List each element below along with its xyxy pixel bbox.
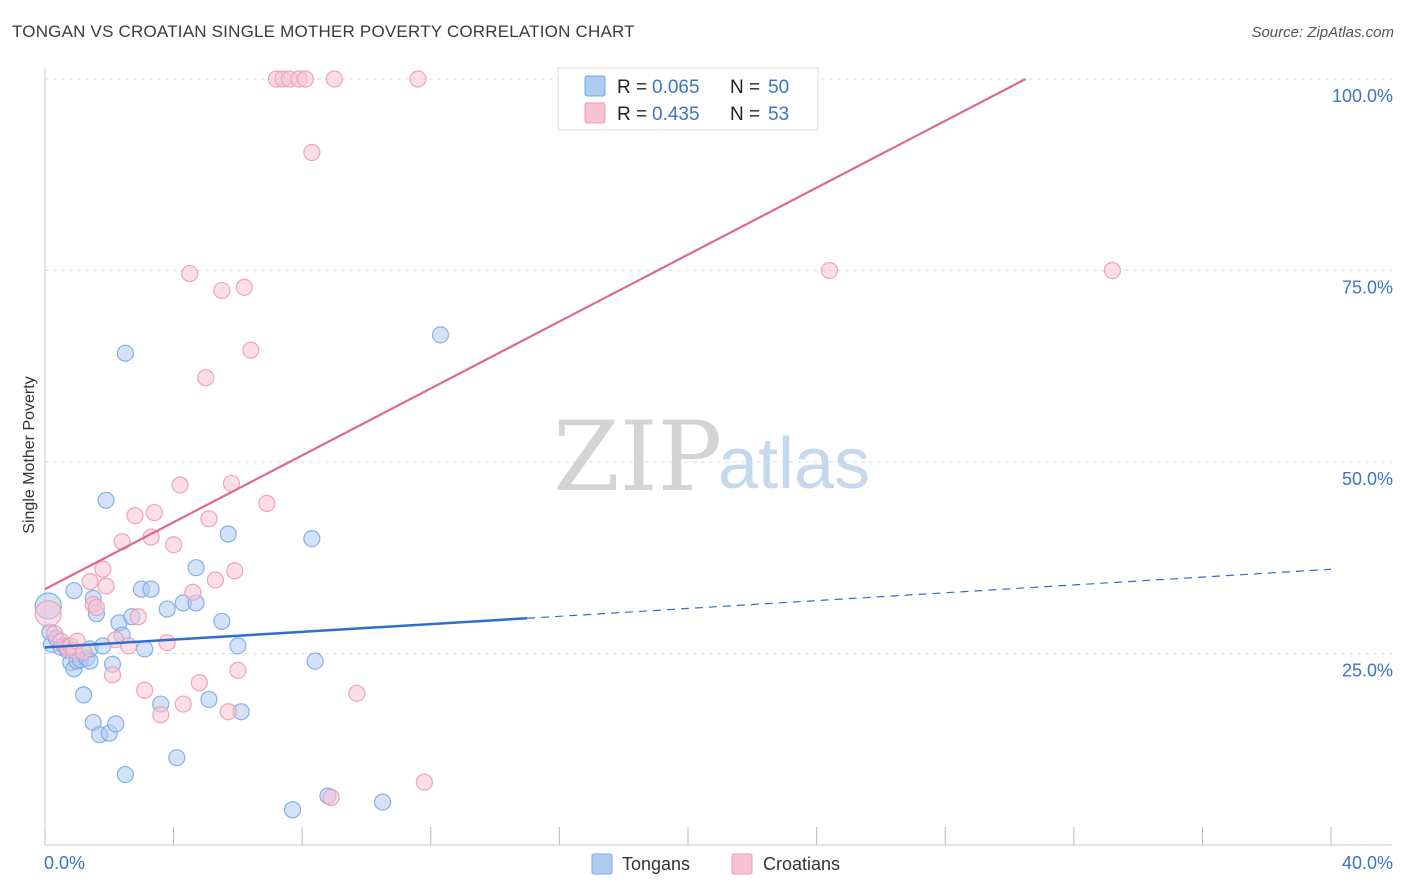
croatians-point: [34, 600, 62, 628]
croatians-point: [126, 507, 144, 525]
source-credit: Source: ZipAtlas.com: [1251, 24, 1394, 41]
tongans-trend-extension: [527, 568, 1332, 619]
croatians-trend-line: [44, 78, 1027, 591]
croatians-point: [181, 264, 199, 283]
croatians-point: [87, 598, 106, 617]
croatians-point: [229, 661, 247, 679]
tongans-point: [306, 652, 324, 670]
grid-lines: [45, 78, 1392, 654]
tongans-point: [219, 525, 237, 543]
croatians-point: [129, 608, 147, 626]
tongans-point: [373, 793, 392, 811]
legend-swatch-tongans: [584, 75, 606, 97]
legend-r-value-tongans: 0.065: [652, 77, 700, 98]
bottom-legend-tongans: Tongans: [622, 854, 690, 874]
tongans-point: [283, 801, 302, 819]
croatians-point: [119, 637, 138, 655]
croatians-point: [94, 560, 112, 578]
tongans-point: [431, 326, 450, 344]
croatians-point: [158, 634, 176, 652]
tongans-point: [229, 637, 247, 655]
croatians-point: [409, 70, 427, 88]
tongans-point: [213, 612, 231, 630]
croatians-point: [81, 572, 99, 591]
legend-r-value-croatians: 0.435: [652, 104, 700, 125]
croatians-point: [174, 695, 192, 713]
croatians-point: [213, 281, 231, 300]
y-tick-label-3: 25.0%: [1342, 661, 1393, 681]
croatians-point: [226, 562, 244, 580]
tongans-point: [168, 749, 186, 767]
tongans-point: [116, 344, 134, 362]
bottom-legend-swatch-croatians: [731, 853, 753, 875]
croatians-point: [145, 503, 163, 522]
watermark-atlas: atlas: [718, 424, 870, 504]
tongans-point: [74, 686, 93, 704]
tongans-point: [97, 491, 115, 509]
tongans-point: [303, 529, 321, 548]
watermark: ZIP atlas: [553, 401, 870, 513]
croatians-point: [322, 788, 340, 807]
tongans-point: [142, 580, 160, 598]
y-tick-label-2: 50.0%: [1342, 469, 1393, 489]
x-tick-labels: 0.0% 40.0%: [44, 853, 1393, 873]
legend-r-label-croatians: R =: [617, 104, 647, 125]
croatians-point: [190, 674, 208, 692]
tongans-point: [116, 765, 134, 784]
bottom-legend-croatians: Croatians: [763, 854, 840, 874]
croatians-point: [258, 494, 276, 512]
croatians-point: [171, 476, 189, 494]
x-tick-label-0: 0.0%: [44, 853, 85, 873]
legend-n-label-tongans: N =: [730, 77, 760, 98]
croatians-point: [184, 583, 202, 601]
croatians-point: [152, 706, 170, 724]
croatians-point: [197, 369, 215, 387]
legend-n-value-croatians: 53: [768, 104, 789, 125]
croatians-point: [165, 536, 183, 554]
croatians-point: [206, 571, 224, 589]
croatians-point: [415, 773, 433, 791]
croatians-point: [820, 261, 839, 280]
croatians-point: [348, 684, 366, 702]
trend-lines: [44, 78, 1332, 649]
tongans-point: [65, 582, 83, 600]
croatians-point: [303, 143, 321, 162]
croatians-point: [97, 577, 115, 595]
croatians-point: [242, 341, 260, 359]
tongans-point: [136, 640, 154, 658]
legend-n-label-croatians: N =: [730, 104, 760, 125]
croatians-point: [296, 70, 315, 88]
legend-n-value-tongans: 50: [768, 77, 789, 98]
legend: R = 0.065 N = 50 R = 0.435 N = 53: [557, 67, 819, 131]
croatians-point: [219, 703, 237, 721]
tongans-point: [187, 559, 205, 577]
tongans-trend-line: [44, 617, 528, 649]
bottom-legend-swatch-tongans: [591, 853, 613, 875]
tongans-point: [107, 715, 125, 733]
tongans-point: [200, 690, 218, 709]
croatians-point: [1103, 261, 1121, 280]
y-tick-labels: 100.0% 75.0% 50.0% 25.0%: [1332, 86, 1393, 681]
axes: [44, 68, 1392, 846]
croatians-point: [325, 70, 343, 88]
croatians-point: [235, 278, 253, 296]
tongans-point: [158, 600, 176, 618]
croatians-point: [200, 510, 218, 528]
y-tick-label-0: 100.0%: [1332, 86, 1393, 106]
legend-r-label-tongans: R =: [617, 77, 647, 98]
chart-title: TONGAN VS CROATIAN SINGLE MOTHER POVERTY…: [12, 22, 635, 41]
croatians-point: [136, 681, 154, 699]
legend-swatch-croatians: [584, 102, 606, 124]
bottom-legend: Tongans Croatians: [591, 853, 840, 875]
y-axis-label: Single Mother Poverty: [21, 376, 38, 533]
watermark-zip: ZIP: [553, 401, 722, 513]
x-tick-label-1: 40.0%: [1342, 853, 1393, 873]
croatians-point: [103, 666, 122, 684]
y-tick-label-1: 75.0%: [1342, 278, 1393, 298]
